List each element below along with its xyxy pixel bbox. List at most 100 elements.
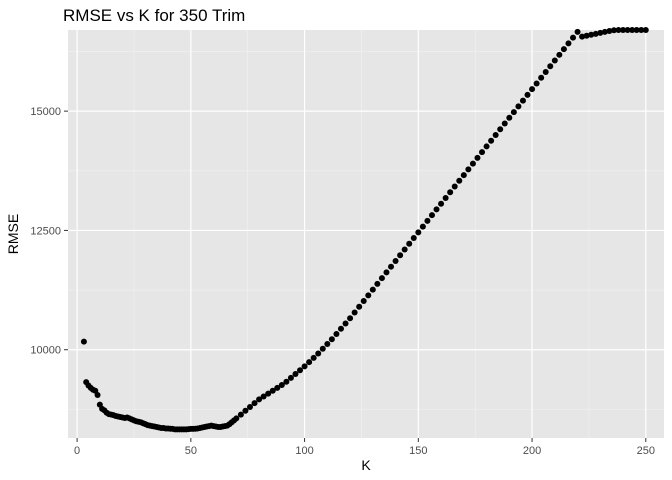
data-point <box>351 309 358 316</box>
data-point <box>451 183 458 190</box>
data-point <box>292 371 299 378</box>
data-point <box>642 27 649 33</box>
data-point <box>606 27 613 34</box>
data-point <box>524 91 531 98</box>
x-axis-title: K <box>361 457 371 473</box>
data-point <box>80 338 87 345</box>
data-point <box>424 217 431 224</box>
data-point <box>533 80 540 87</box>
data-point <box>388 263 395 270</box>
data-point <box>306 359 313 366</box>
data-point <box>438 200 445 207</box>
data-point <box>529 86 536 93</box>
data-point <box>378 275 385 282</box>
data-point <box>579 33 586 40</box>
data-point <box>460 172 467 179</box>
data-point <box>615 27 622 33</box>
data-point <box>246 403 253 410</box>
data-point <box>501 120 508 127</box>
data-point <box>488 137 495 144</box>
data-point <box>256 396 263 403</box>
data-point <box>251 400 258 407</box>
data-point <box>597 29 604 36</box>
data-point <box>324 340 331 347</box>
data-point <box>94 392 101 399</box>
data-point <box>406 240 413 247</box>
data-point <box>274 384 281 391</box>
data-point <box>360 298 367 305</box>
data-point <box>551 57 558 64</box>
y-axis-ticks: 10000 12500 15000 <box>30 106 68 357</box>
x-tick-label: 250 <box>637 445 655 457</box>
data-point <box>492 131 499 138</box>
data-point <box>428 212 435 219</box>
data-point <box>328 336 335 343</box>
data-point <box>497 126 504 133</box>
data-point <box>260 393 267 400</box>
data-point <box>629 27 636 33</box>
data-point <box>333 330 340 337</box>
data-point <box>242 407 249 414</box>
data-point <box>433 206 440 213</box>
data-point <box>401 246 408 253</box>
data-point <box>397 252 404 259</box>
data-point <box>347 315 354 322</box>
x-tick-label: 100 <box>295 445 313 457</box>
data-point <box>565 40 572 47</box>
data-point <box>570 34 577 41</box>
data-point <box>342 320 349 327</box>
data-point <box>547 63 554 70</box>
data-point <box>447 189 454 196</box>
data-points <box>80 27 649 433</box>
chart-title: RMSE vs K for 350 Trim <box>63 6 245 25</box>
x-tick-label: 0 <box>74 445 80 457</box>
data-point <box>510 109 517 116</box>
data-point <box>542 68 549 75</box>
data-point <box>383 269 390 276</box>
data-point <box>269 387 276 394</box>
plot-panel <box>68 30 664 438</box>
data-point <box>237 411 244 418</box>
data-point <box>515 103 522 110</box>
data-point <box>620 27 627 33</box>
data-point <box>583 32 590 39</box>
data-point <box>283 378 290 385</box>
x-tick-label: 150 <box>409 445 427 457</box>
data-point <box>538 74 545 81</box>
data-point <box>456 177 463 184</box>
data-point <box>469 160 476 167</box>
data-point <box>556 51 563 58</box>
data-point <box>519 97 526 104</box>
y-tick-label: 10000 <box>30 345 61 357</box>
data-point <box>369 286 376 293</box>
data-point <box>592 30 599 37</box>
data-point <box>483 143 490 150</box>
data-point <box>601 28 608 35</box>
data-point <box>560 46 567 53</box>
data-point <box>287 374 294 381</box>
data-point <box>415 229 422 236</box>
data-point <box>365 292 372 299</box>
data-point <box>442 194 449 201</box>
data-point <box>315 350 322 357</box>
y-tick-label: 15000 <box>30 106 61 118</box>
x-tick-label: 200 <box>523 445 541 457</box>
data-point <box>633 27 640 33</box>
x-tick-label: 50 <box>185 445 197 457</box>
data-point <box>310 354 317 361</box>
y-axis-title: RMSE <box>5 214 21 254</box>
data-point <box>474 154 481 161</box>
x-axis-ticks: 0 50 100 150 200 250 <box>74 438 655 457</box>
data-point <box>278 382 285 389</box>
data-point <box>297 367 304 374</box>
data-point <box>588 31 595 38</box>
data-point <box>319 345 326 352</box>
data-point <box>624 27 631 33</box>
data-point <box>301 363 308 370</box>
data-point <box>479 149 486 156</box>
data-point <box>410 235 417 242</box>
data-point <box>374 280 381 287</box>
data-point <box>465 166 472 173</box>
data-point <box>233 415 240 422</box>
